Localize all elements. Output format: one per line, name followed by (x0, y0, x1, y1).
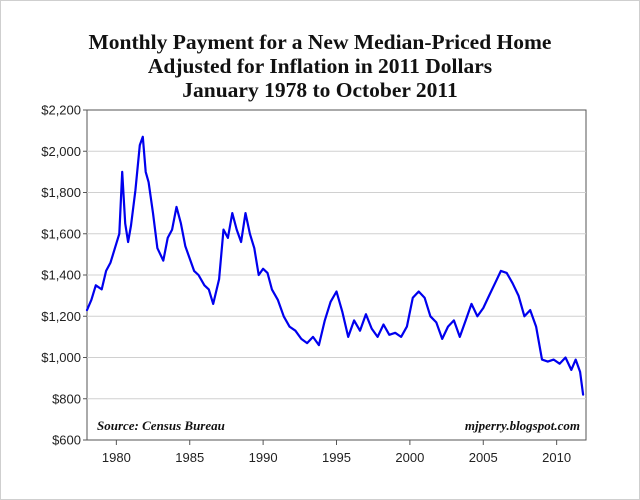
y-tick-label: $2,200 (41, 103, 81, 118)
x-tick-label: 1985 (175, 450, 204, 465)
y-tick-label: $1,000 (41, 350, 81, 365)
series-group (85, 135, 585, 396)
credit-note: mjperry.blogspot.com (465, 418, 580, 433)
x-tick-label: 1995 (322, 450, 351, 465)
x-tick-label: 2000 (395, 450, 424, 465)
y-tick-label: $1,800 (41, 185, 81, 200)
y-tick-label: $600 (52, 433, 81, 448)
y-tick-label: $1,600 (41, 226, 81, 241)
y-tick-label: $800 (52, 391, 81, 406)
y-tick-label: $2,000 (41, 144, 81, 159)
y-tick-label: $1,400 (41, 268, 81, 283)
y-tick-label: $1,200 (41, 309, 81, 324)
chart-title-line-3: January 1978 to October 2011 (182, 78, 458, 102)
y-axis: $600 $800 $1,000 $1,200 $1,400 $1,600 $1,800 $2… (41, 103, 87, 448)
x-tick-label: 2010 (542, 450, 571, 465)
series-line (85, 135, 585, 396)
x-tick-label: 1990 (249, 450, 278, 465)
chart-title-line-2: Adjusted for Inflation in 2011 Dollars (147, 54, 493, 78)
source-note: Source: Census Bureau (97, 418, 225, 433)
x-tick-label: 1980 (102, 450, 131, 465)
x-axis: 1980 1985 1990 1995 2000 2005 2010 (102, 440, 571, 465)
x-tick-label: 2005 (469, 450, 498, 465)
chart-title: Monthly Payment for a New Median-Priced … (0, 30, 640, 102)
chart-title-line-1: Monthly Payment for a New Median-Priced … (88, 30, 552, 54)
